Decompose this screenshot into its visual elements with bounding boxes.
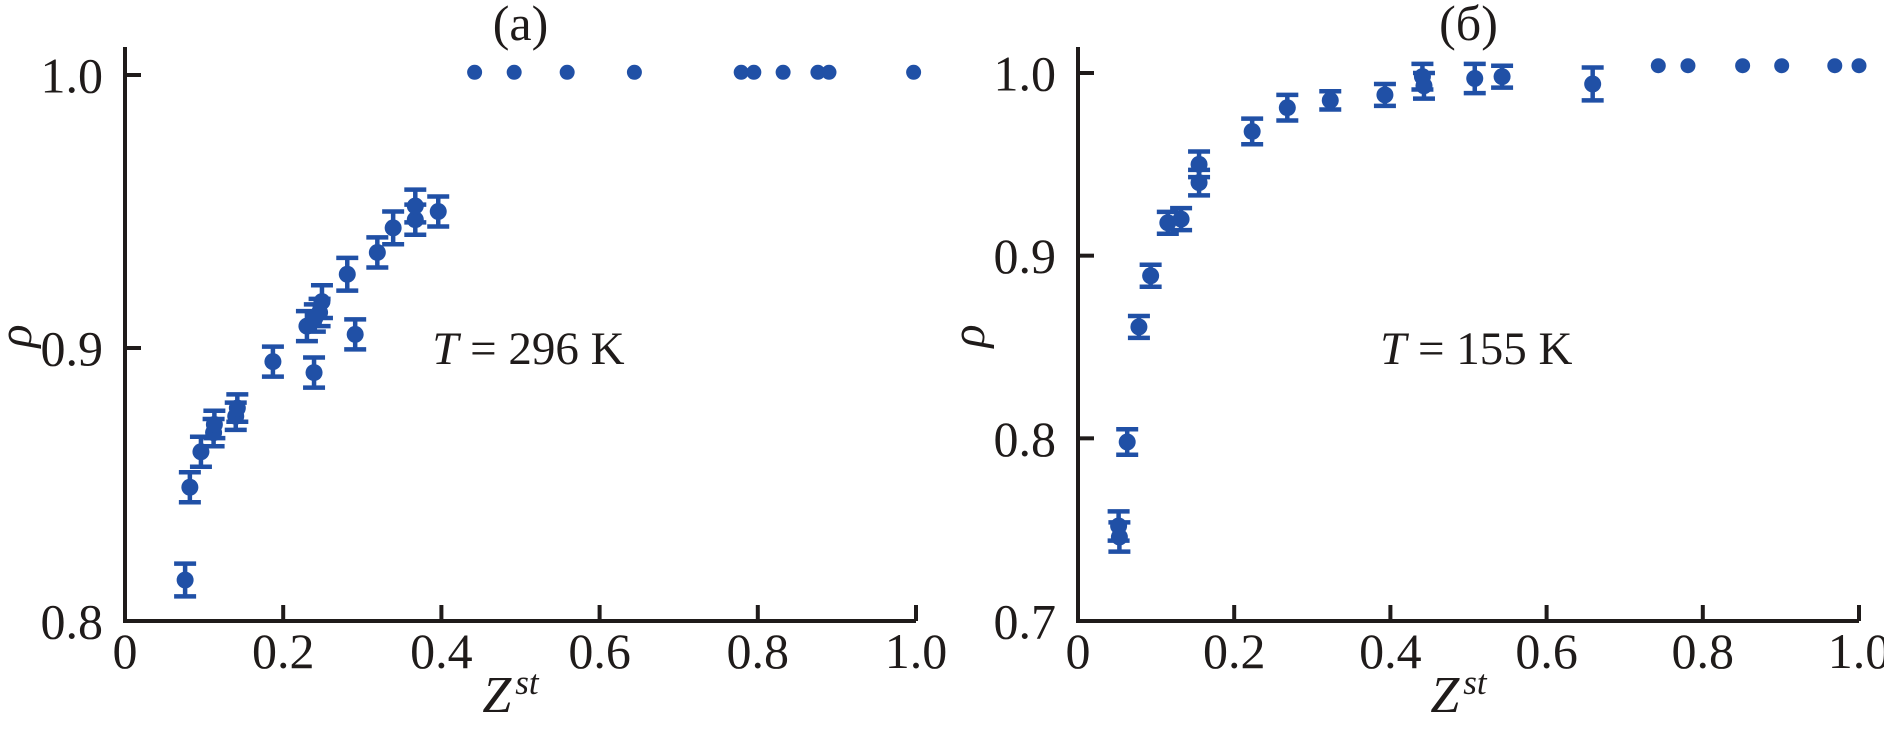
data-points xyxy=(174,64,922,599)
data-point xyxy=(384,219,402,237)
data-point xyxy=(1851,58,1867,74)
data-point xyxy=(1680,58,1696,74)
data-point xyxy=(1110,528,1128,546)
x-tick-label: 1.0 xyxy=(885,623,948,679)
data-point xyxy=(368,243,386,261)
data-point xyxy=(1415,77,1433,95)
x-tick-label: 0.2 xyxy=(252,623,315,679)
data-point xyxy=(733,64,749,80)
data-point xyxy=(181,478,199,496)
data-point xyxy=(346,325,364,343)
x-tick-label: 1.0 xyxy=(1828,623,1884,679)
data-point xyxy=(821,64,837,80)
y-tick-label: 0.9 xyxy=(41,321,104,377)
data-point xyxy=(1376,86,1394,104)
y-axis-label: ρ xyxy=(942,324,995,349)
y-tick-label: 0.8 xyxy=(41,594,104,650)
data-point xyxy=(906,64,922,80)
data-point xyxy=(205,415,223,433)
temperature-annotation: T = 155 K xyxy=(1380,323,1572,375)
data-point xyxy=(775,64,791,80)
y-tick-label: 0.7 xyxy=(994,594,1057,650)
data-point xyxy=(1159,214,1177,232)
data-point xyxy=(1172,210,1190,228)
axis-lines xyxy=(123,47,916,623)
data-point xyxy=(1735,58,1751,74)
data-point xyxy=(1243,122,1261,140)
x-tick-label: 0.8 xyxy=(727,623,790,679)
data-point xyxy=(626,64,642,80)
data-point xyxy=(429,203,447,220)
panel-a: 0 0.2 0.4 0.6 0.8 1.0 0.8 0.9 1.0 (a) T = 296 K ρ Zs… xyxy=(0,0,947,724)
panel-title: (б) xyxy=(1439,0,1498,51)
data-point xyxy=(176,571,194,589)
tick-labels: 0 0.2 0.4 0.6 0.8 1.0 0.8 0.9 1.0 xyxy=(41,48,948,680)
data-point xyxy=(1321,91,1339,109)
data-point xyxy=(1130,318,1148,336)
y-axis-label: ρ xyxy=(0,324,42,349)
x-tick-label: 0.4 xyxy=(1359,623,1422,679)
panel-title: (a) xyxy=(493,0,549,51)
data-point xyxy=(1650,58,1666,74)
x-tick-label: 0 xyxy=(1066,623,1091,679)
data-points xyxy=(1107,58,1867,554)
data-point xyxy=(467,64,483,80)
tick-labels: 0 0.2 0.4 0.6 0.8 1.0 0.7 0.8 0.9 1.0 xyxy=(994,46,1884,680)
y-tick-label: 0.9 xyxy=(994,228,1057,284)
data-point xyxy=(264,353,282,371)
axis-lines xyxy=(1076,47,1859,623)
data-point xyxy=(746,64,762,80)
data-point xyxy=(1118,433,1136,451)
data-point xyxy=(338,265,356,283)
data-point xyxy=(1142,267,1160,285)
data-point xyxy=(1827,58,1843,74)
x-tick-label: 0 xyxy=(113,623,138,679)
data-point xyxy=(1493,68,1511,86)
data-point xyxy=(1466,69,1484,87)
y-tick-label: 1.0 xyxy=(994,46,1057,102)
x-tick-label: 0.8 xyxy=(1672,623,1735,679)
panel-b: 0 0.2 0.4 0.6 0.8 1.0 0.7 0.8 0.9 1.0 (б) T = 155 K… xyxy=(942,0,1884,724)
x-tick-label: 0.6 xyxy=(568,623,631,679)
x-tick-label: 0.2 xyxy=(1203,623,1266,679)
y-tick-label: 1.0 xyxy=(41,48,104,104)
data-point xyxy=(506,64,522,80)
data-point xyxy=(313,293,331,311)
y-tick-label: 0.8 xyxy=(994,411,1057,467)
axes xyxy=(123,47,918,623)
x-tick-label: 0.4 xyxy=(410,623,473,679)
x-tick-label: 0.6 xyxy=(1515,623,1578,679)
data-point xyxy=(810,64,826,80)
data-point xyxy=(228,399,246,417)
axes xyxy=(1076,47,1861,623)
data-point xyxy=(406,197,424,215)
data-point xyxy=(1190,155,1208,173)
data-point xyxy=(1278,99,1296,117)
data-point xyxy=(1774,58,1790,74)
data-point xyxy=(305,364,323,382)
data-point xyxy=(1584,75,1602,93)
data-point xyxy=(559,64,575,80)
temperature-annotation: T = 296 K xyxy=(432,323,624,375)
